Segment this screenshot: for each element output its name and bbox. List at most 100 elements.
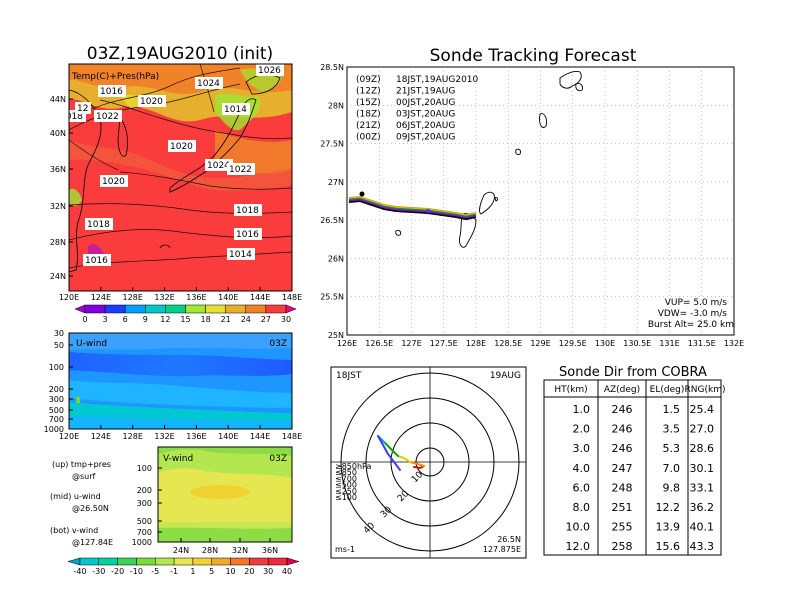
sonde-track-line bbox=[348, 196, 477, 217]
u-wind-x-label: 144E bbox=[250, 432, 270, 441]
table-cell: 251 bbox=[612, 501, 633, 514]
table-cell: 12.0 bbox=[566, 540, 591, 553]
isobar-label: 1016 bbox=[100, 87, 123, 97]
isobar-label: 1016 bbox=[236, 230, 259, 240]
table-cell: 28.6 bbox=[690, 442, 715, 455]
isobar-label: 1014 bbox=[229, 250, 252, 260]
polar-hodograph: 18JST 19AUG ≥850hPa≤850≤700≤500≤250≤100 … bbox=[330, 366, 527, 559]
table-cell: 1.0 bbox=[573, 403, 591, 416]
track-lon-label: 131E bbox=[659, 339, 679, 348]
track-lon-label: 129E bbox=[530, 339, 550, 348]
isobar-label: 1020 bbox=[102, 177, 125, 187]
isobar-label: 1018 bbox=[60, 112, 83, 122]
u-wind-x-label: 132E bbox=[154, 432, 174, 441]
v-wind-x-label: 28N bbox=[202, 546, 218, 555]
isobar-label: 1016 bbox=[85, 256, 108, 266]
isobar-label: 1024 bbox=[207, 161, 230, 171]
map-lon-label: 120E bbox=[59, 293, 79, 302]
u-wind-y-label: 500 bbox=[49, 406, 64, 415]
table-cell: 5.3 bbox=[663, 442, 681, 455]
table-cell: 9.8 bbox=[663, 481, 681, 494]
map-lat-label: 28N bbox=[50, 238, 66, 247]
wind-tick: 1 bbox=[190, 567, 195, 576]
table-cell: 25.4 bbox=[690, 403, 715, 416]
temp-tick: 30 bbox=[281, 315, 291, 324]
track-lon-label: 130E bbox=[595, 339, 615, 348]
u-wind-y-label: 1000 bbox=[44, 425, 64, 434]
track-legend-time: 18JST,19AUG2010 bbox=[396, 75, 479, 85]
isobar-label: 1020 bbox=[170, 142, 193, 152]
wind-tick: 5 bbox=[209, 567, 214, 576]
track-legend-code: (18Z) bbox=[356, 110, 381, 120]
track-lat-label: 27N bbox=[328, 178, 344, 187]
wind-tick: -10 bbox=[130, 567, 143, 576]
track-lon-label: 128E bbox=[466, 339, 486, 348]
track-legend-code: (12Z) bbox=[356, 87, 381, 97]
table-header: RNG(km) bbox=[685, 385, 726, 395]
table-cell: 255 bbox=[612, 521, 633, 534]
map-lon-label: 136E bbox=[186, 293, 206, 302]
table-cell: 33.1 bbox=[690, 481, 715, 494]
u-wind-x-label: 120E bbox=[59, 432, 79, 441]
track-lat-label: 26.5N bbox=[320, 216, 344, 225]
table-cell: 246 bbox=[612, 442, 633, 455]
u-wind-y-label: 50 bbox=[54, 341, 64, 350]
u-wind-x-label: 148E bbox=[282, 432, 302, 441]
wind-tick: 10 bbox=[225, 567, 235, 576]
table-cell: 36.2 bbox=[690, 501, 715, 514]
track-lat-label: 25.5N bbox=[320, 293, 344, 302]
u-wind-x-label: 136E bbox=[186, 432, 206, 441]
u-wind-x-label: 128E bbox=[123, 432, 143, 441]
table-cell: 4.0 bbox=[573, 462, 591, 475]
map-lon-label: 128E bbox=[123, 293, 143, 302]
table-cell: 3.5 bbox=[663, 423, 681, 436]
table-cell: 6.0 bbox=[573, 481, 591, 494]
u-wind-y-label: 300 bbox=[49, 395, 64, 404]
polar-level-label: ≤250 bbox=[335, 487, 357, 496]
table-cell: 2.0 bbox=[573, 423, 591, 436]
track-legend-code: (09Z) bbox=[356, 75, 381, 85]
v-wind-y-label: 500 bbox=[137, 517, 152, 526]
wind-tick: -5 bbox=[151, 567, 159, 576]
temp-tick: 24 bbox=[241, 315, 251, 324]
map-lat-label: 32N bbox=[50, 202, 66, 211]
track-lon-label: 127E bbox=[401, 339, 421, 348]
track-lon-label: 131.5E bbox=[688, 339, 716, 348]
map-panel-label: Temp(C)+Pres(hPa) bbox=[71, 72, 159, 82]
v-wind-y-label: 700 bbox=[137, 528, 152, 537]
u-wind-y-label: 100 bbox=[49, 363, 64, 372]
table-cell: 43.3 bbox=[690, 540, 715, 553]
map-lat-label: 36N bbox=[50, 165, 66, 174]
sonde-track-line bbox=[348, 199, 477, 220]
wind-tick: -20 bbox=[111, 567, 124, 576]
track-lat-label: 28N bbox=[328, 101, 344, 110]
table-cell: 1.5 bbox=[663, 403, 681, 416]
polar-level-label: ≤500 bbox=[335, 481, 357, 490]
v-wind-y-label: 1000 bbox=[132, 538, 152, 547]
v-wind-x-label: 24N bbox=[173, 546, 189, 555]
isobar-label: 12 bbox=[77, 104, 88, 114]
isobar-label: 1018 bbox=[87, 220, 110, 230]
table-cell: 40.1 bbox=[690, 521, 715, 534]
isobar-label: 1024 bbox=[197, 79, 220, 89]
track-legend-time: 21JST,19AUG bbox=[396, 87, 455, 97]
wind-tick: 20 bbox=[244, 567, 254, 576]
wind-colorbar: -40 -30 -20 -10 -5 -1 1 5 10 20 30 40 bbox=[67, 557, 300, 576]
track-marker bbox=[426, 209, 430, 213]
isobar-label: 1014 bbox=[224, 105, 247, 115]
map-lat-label: 24N bbox=[50, 272, 66, 281]
wind-tick: 40 bbox=[282, 567, 292, 576]
u-wind-y-label: 200 bbox=[49, 385, 64, 394]
legend-mid: (mid) u-wind bbox=[50, 492, 101, 501]
temp-tick: 18 bbox=[201, 315, 211, 324]
table-header: AZ(deg) bbox=[604, 385, 640, 395]
temp-tick: 3 bbox=[103, 315, 108, 324]
wind-tick: 30 bbox=[263, 567, 273, 576]
sonde-track-line bbox=[348, 197, 477, 218]
legend-mid-2: @26.50N bbox=[72, 504, 109, 513]
track-lon-label: 130.5E bbox=[623, 339, 651, 348]
polar-level-label: ≤700 bbox=[335, 474, 357, 483]
